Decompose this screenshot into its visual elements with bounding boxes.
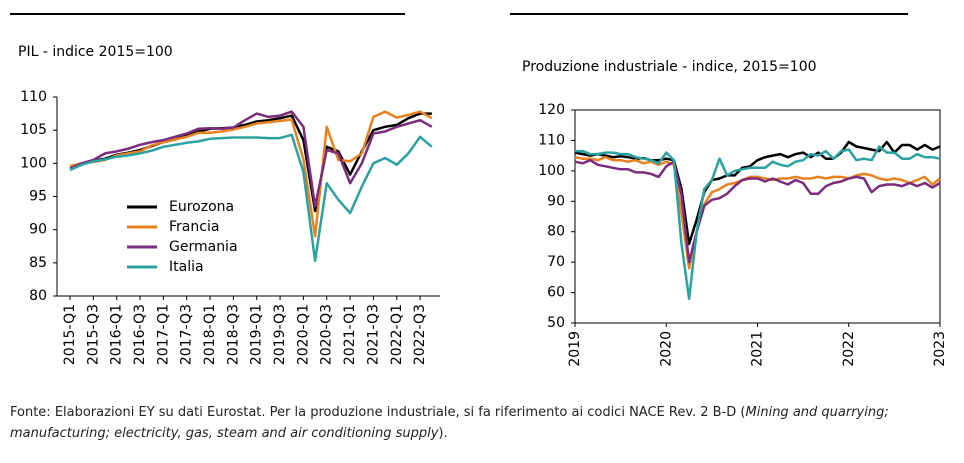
x-tick-label: 2015-Q3 [85, 304, 101, 365]
series-line [574, 140, 941, 246]
y-tick-label: 80 [29, 288, 47, 304]
x-tick-label: 2022-Q3 [412, 304, 428, 365]
x-tick-label: 2021-Q1 [342, 304, 358, 365]
legend-label: Italia [169, 259, 204, 275]
y-tick-label: 100 [20, 155, 47, 171]
y-tick-label: 70 [547, 254, 565, 270]
x-tick-label: 2017-Q3 [179, 304, 195, 365]
x-tick-label: 2019-Q3 [272, 304, 288, 365]
legend-label: Eurozona [169, 199, 234, 215]
footnote: Fonte: Elaborazioni EY su dati Eurostat.… [10, 402, 950, 444]
x-tick-label: 2016-Q3 [132, 304, 148, 365]
x-tick-label: 2021-Q3 [365, 304, 381, 365]
y-tick-label: 60 [547, 285, 565, 301]
x-tick-label: 2018-Q3 [225, 304, 241, 365]
x-tick-label: 2018-Q1 [202, 304, 218, 365]
legend-label: Francia [169, 219, 219, 235]
x-tick-label: 2020-Q3 [319, 304, 335, 365]
y-tick-label: 95 [29, 189, 47, 205]
y-tick-label: 100 [538, 163, 565, 179]
legend-label: Germania [169, 239, 238, 255]
chart-title: PIL - indice 2015=100 [18, 44, 173, 60]
x-tick-label: 2015-Q1 [62, 304, 78, 365]
x-tick-label: 2019-Q1 [249, 304, 265, 365]
footnote-text: Fonte: Elaborazioni EY su dati Eurostat.… [10, 405, 746, 420]
y-tick-label: 80 [547, 224, 565, 240]
footnote-text: ). [438, 426, 448, 441]
series-line [69, 110, 433, 238]
y-tick-label: 110 [20, 89, 47, 105]
y-tick-label: 50 [547, 315, 565, 331]
y-tick-label: 85 [29, 255, 47, 271]
series-line [574, 155, 941, 270]
series-line [575, 145, 941, 300]
x-tick-label: 2020-Q1 [295, 304, 311, 365]
x-tick-label: 2016-Q1 [109, 304, 125, 365]
x-tick-label: 2020 [658, 331, 674, 367]
y-tick-label: 120 [538, 102, 565, 118]
charts: PIL - indice 2015=100 80 85 90 95 100 105 110 20… [10, 13, 948, 367]
y-tick-label: 110 [538, 132, 565, 148]
x-tick-label: 2021 [750, 331, 766, 367]
series-line [69, 110, 433, 208]
y-tick-label: 105 [20, 122, 47, 138]
chart-title: Produzione industriale - indice, 2015=10… [522, 59, 817, 75]
y-tick-label: 90 [29, 222, 47, 238]
footnote-italic: Mining and quarrying; manufacturing; ele… [10, 405, 889, 441]
series-line [574, 158, 941, 264]
x-tick-label: 2022-Q1 [389, 304, 405, 365]
y-tick-label: 90 [547, 193, 565, 209]
x-tick-label: 2017-Q1 [155, 304, 171, 365]
x-tick-label: 2022 [841, 331, 857, 367]
x-tick-label: 2023 [932, 331, 948, 367]
series-line [69, 133, 433, 263]
x-tick-label: 2019 [567, 331, 583, 367]
